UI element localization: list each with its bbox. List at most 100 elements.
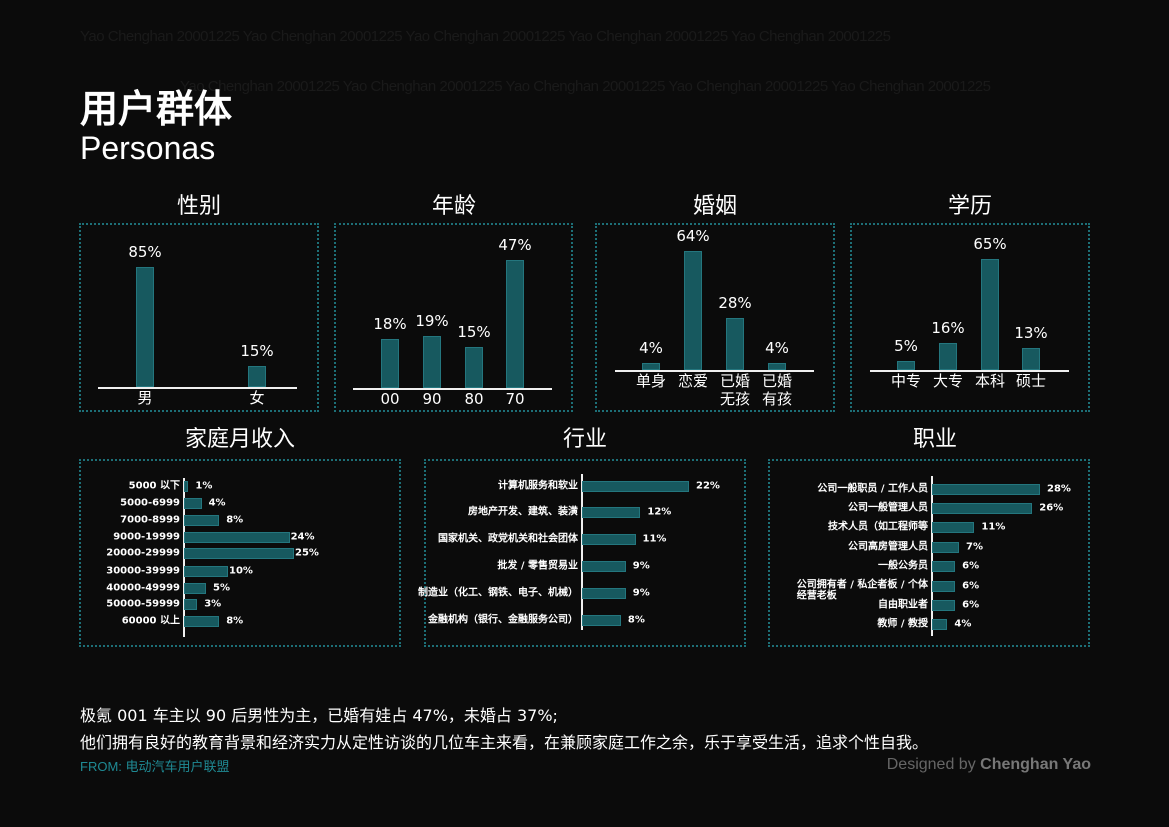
bar [184,616,220,627]
data-label: 13% [1014,323,1048,342]
data-label: 4% [208,497,226,509]
data-label: 22% [696,480,720,492]
data-label: 5% [213,582,230,594]
category-label: 30000-39999 [106,565,180,577]
chart-title: 婚姻 [692,194,738,219]
category-label: 00 [380,390,400,408]
data-label: 28% [718,293,752,312]
bar [582,534,636,545]
data-label: 26% [1039,502,1064,514]
chart-title: 学历 [947,194,993,219]
summary-line: 极氪 001 车主以 90 后男性为主，已婚有娃占 47%，未婚占 37%; [80,706,558,725]
category-label: 一般公务员 [878,560,928,572]
chart-title: 行业 [562,427,608,452]
chart-title: 家庭月收入 [184,427,296,452]
bar [582,507,641,518]
bar [582,561,626,572]
category-label: 公司一般管理人员 [848,502,928,514]
data-label: 11% [981,521,1006,533]
category-label: 男 [137,389,153,407]
category-label: 技术人员（如工程师等 [828,521,928,533]
data-label: 4% [765,338,789,357]
data-label: 18% [373,314,407,333]
data-label: 24% [290,531,315,543]
bar [897,361,915,370]
category-label: 批发 / 零售贸易业 [497,560,578,572]
chart-panel [424,459,746,647]
category-label: 公司拥有者 / 私企者板 / 个体 经营老板 [796,579,928,602]
bar [768,362,786,370]
watermark: Yao Chenghan 20001225 Yao Chenghan 20001… [80,28,891,45]
bar [582,615,621,626]
bar [184,566,228,577]
data-label: 6% [962,580,980,592]
data-label: 64% [676,227,710,245]
category-label: 90 [422,390,442,408]
page-subtitle: Personas [80,130,216,166]
y-axis-line [931,476,933,636]
data-label: 8% [627,614,645,626]
bar [932,484,1040,495]
category-label: 80 [464,390,484,408]
y-axis-line [581,474,583,630]
data-label: 15% [240,341,274,360]
x-axis-line [98,387,297,389]
category-label: 教师 / 教授 [877,618,928,630]
bar [932,619,948,630]
data-label: 11% [642,533,667,545]
credit-prefix: Designed by [886,756,976,773]
category-label: 中专 [890,372,922,390]
data-label: 16% [931,318,965,337]
chart-panel [595,223,835,412]
bar [932,561,956,572]
category-label: 自由职业者 [878,599,928,611]
bar [582,588,626,599]
bar [184,599,198,610]
chart-panel [79,459,401,647]
bar [932,503,1033,514]
data-label: 6% [962,599,980,611]
data-label: 19% [415,312,449,331]
bar [582,481,689,492]
category-label: 房地产开发、建筑、装潢 [468,506,578,518]
category-label: 金融机构（银行、金融服务公司） [428,614,578,626]
category-label: 制造业（化工、钢铁、电子、机械） [418,587,578,599]
category-label: 公司一般职员 / 工作人员 [817,483,928,495]
category-label: 5000-6999 [120,497,180,509]
page-title: 用户群体 [80,87,233,131]
data-label: 9% [632,587,650,599]
x-axis-line [353,388,552,390]
data-label: 8% [226,514,244,526]
chart-panel [768,459,1090,647]
category-label: 9000-19999 [113,531,180,543]
x-axis-line [615,370,814,372]
bar [981,259,999,370]
bar [932,581,956,592]
chart-title: 年龄 [431,194,477,219]
category-label: 女 [249,389,265,407]
bar [381,338,399,388]
data-label: 47% [498,236,532,254]
summary: 极氪 001 车主以 90 后男性为主，已婚有娃占 47%，未婚占 37%; 他… [80,702,928,756]
bar [684,251,702,370]
data-label: 4% [954,618,972,630]
category-label: 70 [505,390,525,408]
chart-panel [850,223,1090,412]
category-label: 已婚 有孩 [761,372,793,408]
data-label: 3% [204,598,222,610]
data-label: 6% [962,560,980,572]
data-label: 9% [632,560,650,572]
designer-credit: Designed by Chenghan Yao [887,756,1091,774]
category-label: 大专 [932,372,964,390]
bar [726,317,744,370]
bar [932,522,975,533]
category-label: 20000-29999 [106,547,180,559]
category-label: 7000-8999 [120,514,180,526]
summary-line: 他们拥有良好的教育背景和经济实力从定性访谈的几位车主来看，在兼顾家庭工作之余，乐… [80,733,929,752]
bar [932,542,959,553]
data-label: 1% [195,480,213,492]
category-label: 硕士 [1015,372,1047,390]
data-label: 85% [128,243,162,261]
bar [423,336,441,388]
watermark: Yao Chenghan 20001225 Yao Chenghan 20001… [180,78,991,95]
